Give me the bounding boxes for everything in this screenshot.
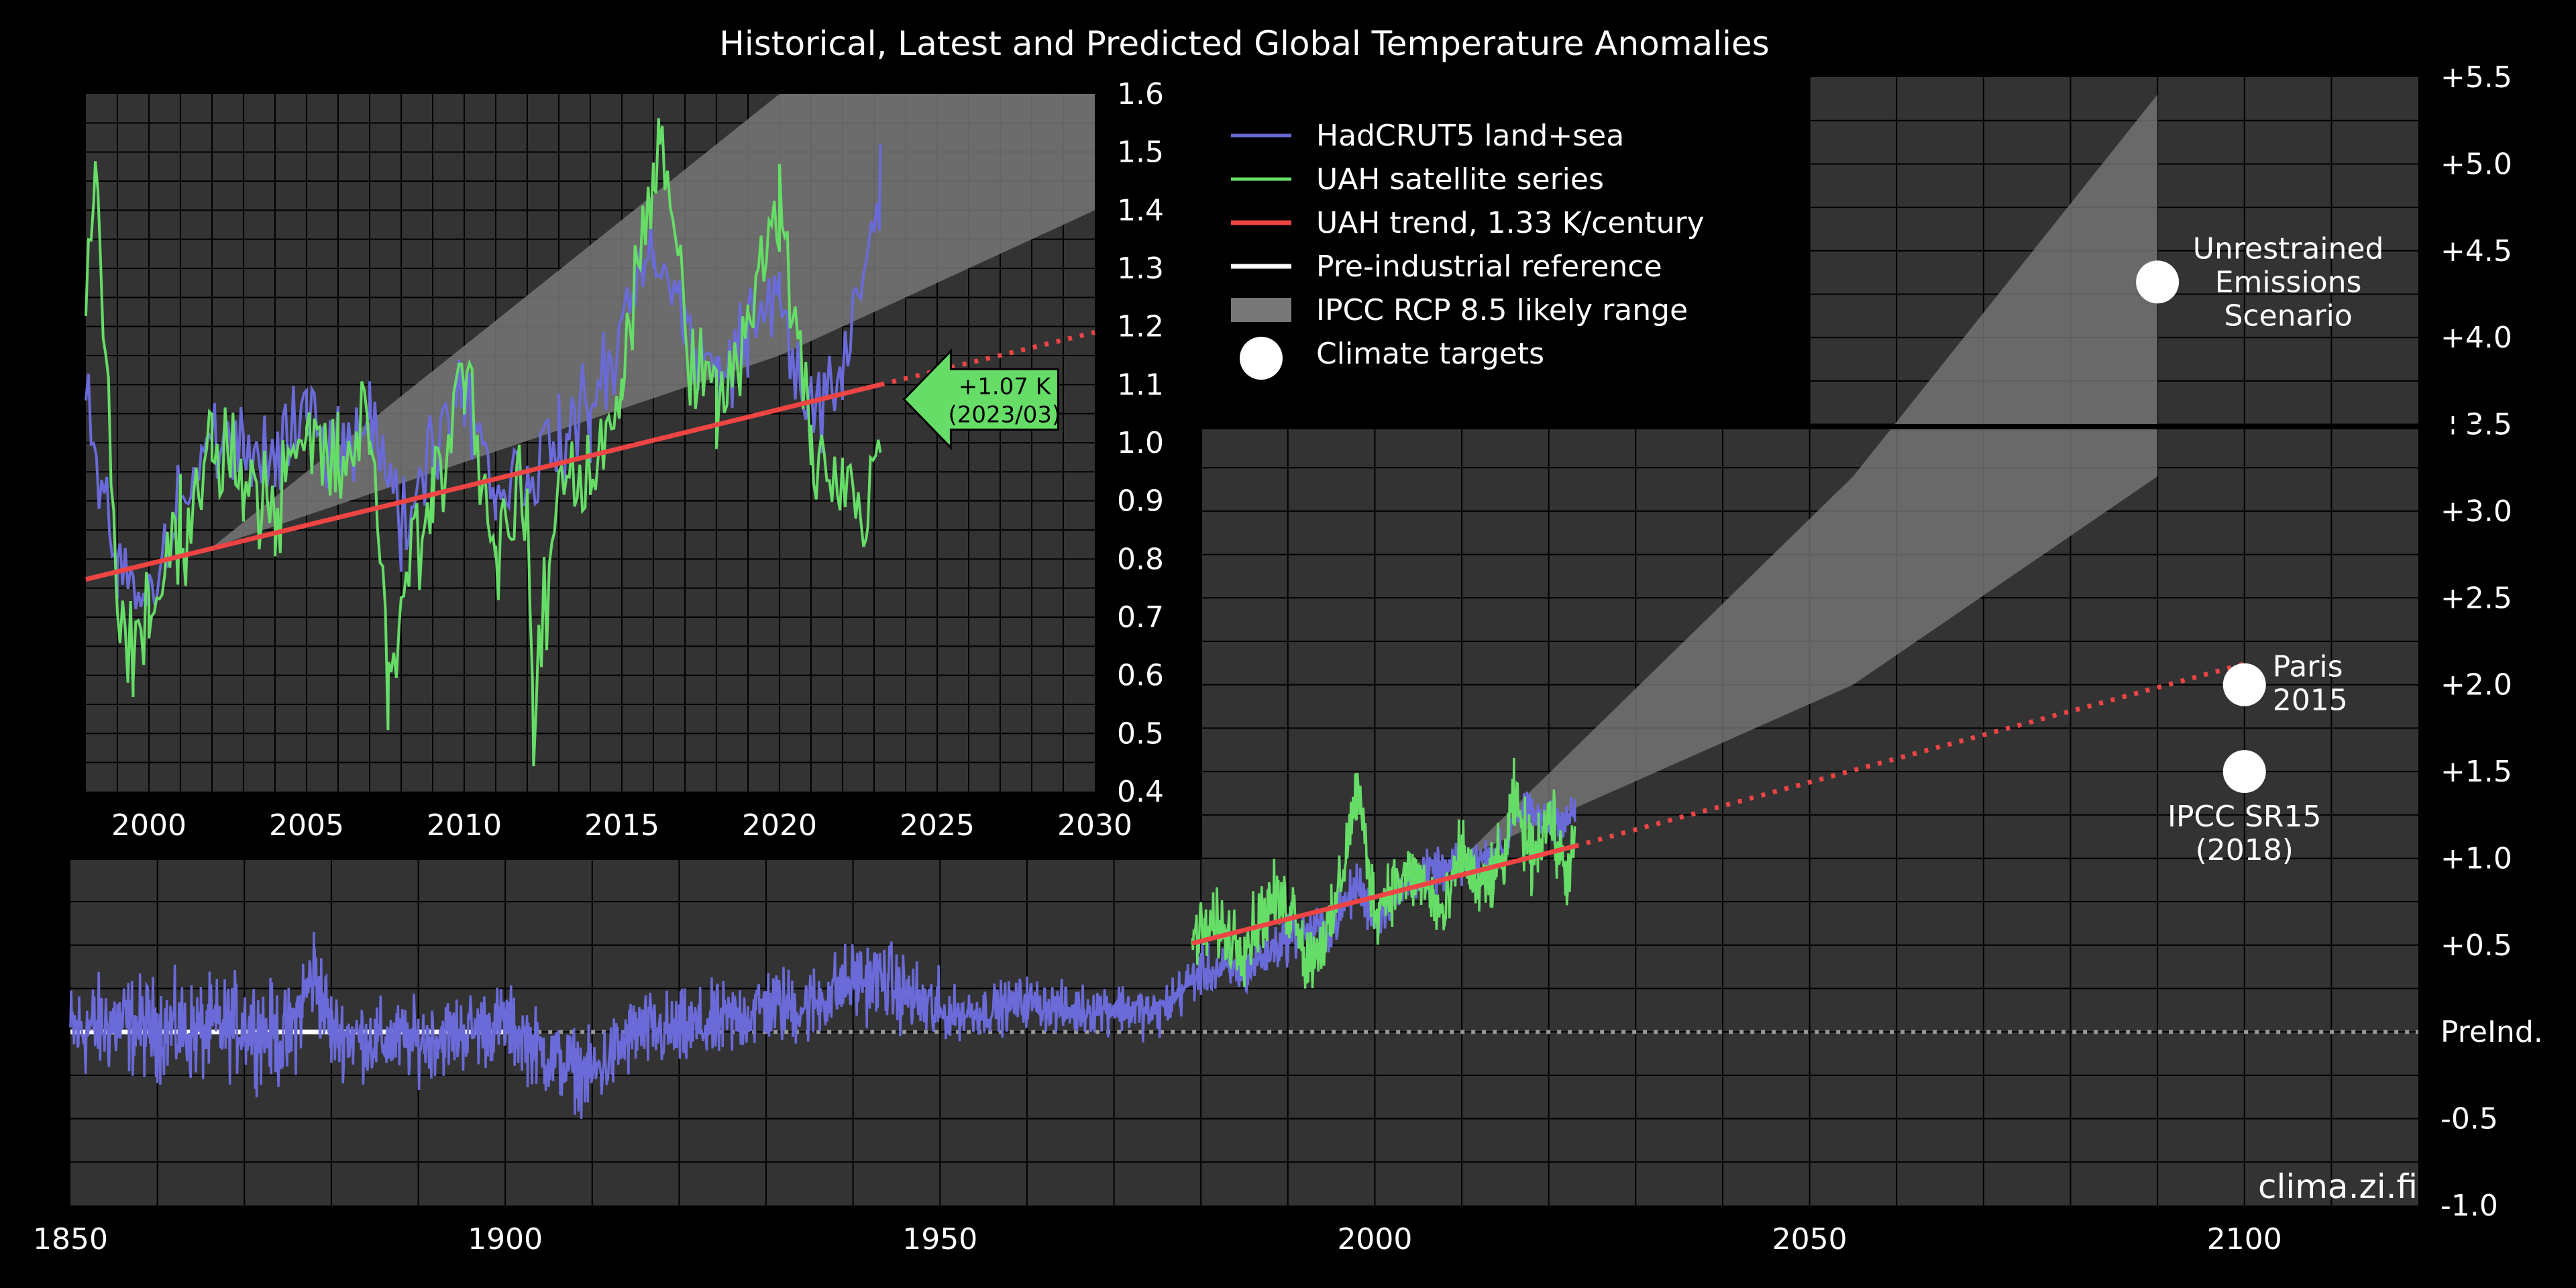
inset-y-tick-label: 0.7 xyxy=(1117,600,1164,635)
main-x-tick-label: 1950 xyxy=(902,1222,977,1256)
main-y-tick-labels: -1.0 -0.5 PreInd. +0.5 +1.0 +1.5 +2.0 +2.5 +3.0 +… xyxy=(2440,60,2543,1223)
main-x-tick-label: 2000 xyxy=(1337,1222,1412,1256)
main-y-tick-label: +2.5 xyxy=(2440,581,2512,615)
inset-y-tick-label: 0.9 xyxy=(1117,484,1164,519)
legend: HadCRUT5 land+sea UAH satellite series UAH… xyxy=(1202,77,1810,425)
legend-box xyxy=(1202,77,1810,425)
inset-trend-line xyxy=(85,382,881,582)
inset-trend-projection xyxy=(879,329,1095,387)
climate-target-marker xyxy=(2136,260,2180,304)
inset-y-tick-label: 1.2 xyxy=(1117,310,1164,344)
main-y-tick-label: +0.5 xyxy=(2440,928,2512,963)
main-y-tick-label: +1.5 xyxy=(2440,755,2512,789)
main-y-tick-label: +2.0 xyxy=(2440,668,2512,702)
main-x-tick-label: 1900 xyxy=(468,1222,543,1256)
main-series xyxy=(69,757,1576,1119)
inset-y-tick-label: 1.0 xyxy=(1117,426,1164,460)
inset-y-tick-label: 1.3 xyxy=(1117,252,1164,286)
inset-y-tick-label: 0.5 xyxy=(1117,716,1164,751)
inset-y-tick-label: 0.6 xyxy=(1117,659,1164,693)
watermark: clima.zi.fi xyxy=(2258,1167,2418,1206)
legend-swatch-band xyxy=(1231,298,1291,322)
legend-entry-label: UAH trend, 1.33 K/century xyxy=(1316,206,1705,240)
inset-x-tick-label: 2025 xyxy=(900,808,975,843)
main-y-tick-label: +5.5 xyxy=(2440,60,2512,95)
inset-y-tick-label: 1.1 xyxy=(1117,368,1164,402)
main-x-tick-label: 2050 xyxy=(1772,1222,1847,1256)
inset-x-tick-label: 2020 xyxy=(742,808,817,843)
trend-line xyxy=(1191,843,1576,946)
uah-line xyxy=(1191,757,1576,989)
inset-x-tick-label: 2015 xyxy=(584,808,659,843)
target-label-line: Emissions xyxy=(2215,265,2362,299)
climate-target-marker xyxy=(2222,750,2266,794)
main-y-tick-label: -1.0 xyxy=(2440,1189,2498,1223)
main-x-tick-label: 1850 xyxy=(33,1222,108,1256)
target-label-line: Unrestrained xyxy=(2193,231,2384,266)
callout-date: (2023/03) xyxy=(949,401,1061,428)
callout-value: +1.07 K xyxy=(959,373,1052,400)
target-label-line: Paris xyxy=(2273,650,2343,684)
target-label-line: IPCC SR15 xyxy=(2167,800,2321,834)
main-y-tick-label: -0.5 xyxy=(2440,1102,2498,1136)
main-x-tick-labels: 1850 1900 1950 2000 2050 2100 xyxy=(33,1222,2282,1256)
inset-y-tick-label: 1.5 xyxy=(1117,136,1164,170)
target-label-line: (2018) xyxy=(2196,833,2294,867)
inset-y-tick-label: 1.4 xyxy=(1117,193,1164,227)
callout-arrow xyxy=(902,348,1059,451)
main-y-tick-label: +4.5 xyxy=(2440,234,2512,268)
inset-x-tick-label: 2000 xyxy=(111,808,186,843)
inset-callout: +1.07 K(2023/03) xyxy=(902,348,1061,451)
inset-x-tick-label: 2005 xyxy=(269,808,344,843)
legend-entry-label: Climate targets xyxy=(1316,337,1544,371)
target-label-line: 2015 xyxy=(2273,684,2348,718)
target-label-line: Scenario xyxy=(2224,299,2352,333)
main-y-tick-label: +1.0 xyxy=(2440,841,2512,875)
inset-y-tick-label: 0.8 xyxy=(1117,542,1164,576)
inset-backdrop-strip xyxy=(1202,424,2482,429)
inset-y-tick-label: 0.4 xyxy=(1117,775,1164,809)
legend-entry-label: HadCRUT5 land+sea xyxy=(1316,119,1624,153)
legend-swatch-marker xyxy=(1240,337,1283,380)
main-ipcc-band-area xyxy=(1462,94,2158,859)
chart-title: Historical, Latest and Predicted Global … xyxy=(719,24,1769,63)
climate-target-marker xyxy=(2222,663,2266,706)
inset-x-tick-label: 2010 xyxy=(427,808,502,843)
main-y-tick-label: +3.0 xyxy=(2440,494,2512,529)
main-y-tick-label: +5.0 xyxy=(2440,147,2512,181)
main-x-tick-label: 2100 xyxy=(2207,1222,2282,1256)
main-y-tick-label: +4.0 xyxy=(2440,321,2512,355)
inset-x-tick-label: 2030 xyxy=(1057,808,1132,843)
inset-trend-line xyxy=(85,329,1095,582)
inset-y-tick-label: 1.6 xyxy=(1117,77,1164,111)
inset-y-tick-labels: 0.4 0.5 0.6 0.7 0.8 0.9 1.0 1.1 1.2 1.3 1.4 1.5 1.6 xyxy=(1117,77,1164,809)
main-ipcc-band xyxy=(1462,94,2158,859)
legend-entry-label: UAH satellite series xyxy=(1316,162,1604,197)
legend-entry-label: Pre-industrial reference xyxy=(1316,250,1662,284)
main-trend-line xyxy=(1191,661,2245,946)
main-y-tick-label: PreInd. xyxy=(2440,1015,2543,1049)
legend-entry-label: IPCC RCP 8.5 likely range xyxy=(1316,293,1688,327)
inset-x-tick-labels: 2000 2005 2010 2015 2020 2025 2030 xyxy=(111,808,1132,843)
